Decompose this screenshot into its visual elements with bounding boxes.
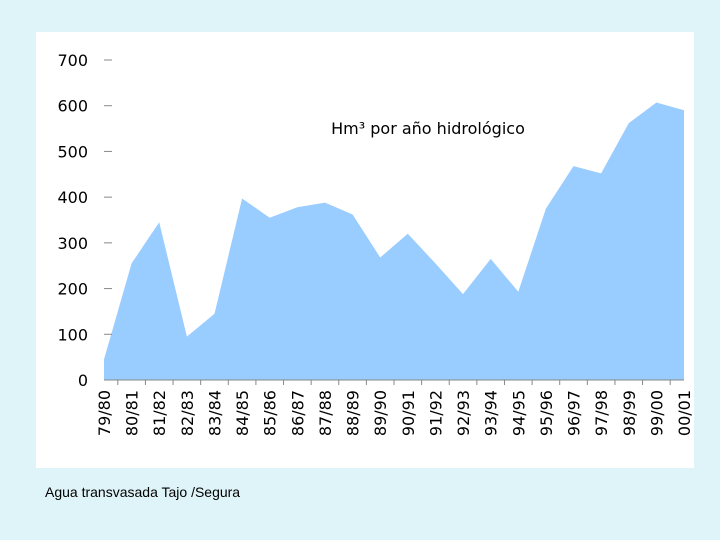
y-tick-label-600: 600	[57, 97, 88, 116]
x-tick-label-84/85: 84/85	[233, 390, 252, 436]
chart-panel: Hm³ por año hidrológico 0 100 200 300 400 500…	[36, 32, 694, 468]
x-tick-label-89/90: 89/90	[371, 390, 390, 436]
x-tick-label-82/83: 82/83	[178, 390, 197, 436]
x-tick-label-79/80: 79/80	[95, 390, 114, 436]
x-tick-label-85/86: 85/86	[261, 390, 280, 436]
x-tick-label-98/99: 98/99	[620, 390, 639, 436]
y-tick-label-200: 200	[57, 280, 88, 299]
y-tick-label-0: 0	[78, 371, 88, 390]
x-tick-label-81/82: 81/82	[150, 390, 169, 436]
x-tick-label-95/96: 95/96	[537, 390, 556, 436]
y-tick-label-400: 400	[57, 188, 88, 207]
x-tick-label-93/94: 93/94	[482, 390, 501, 436]
x-tick-label-90/91: 90/91	[399, 390, 418, 436]
x-tick-label-80/81: 80/81	[123, 390, 142, 436]
x-tick-label-87/88: 87/88	[316, 390, 335, 436]
y-tick-label-500: 500	[57, 142, 88, 161]
x-tick-label-91/92: 91/92	[426, 390, 445, 436]
x-tick-label-00/01: 00/01	[675, 390, 694, 436]
x-tick-label-99/00: 99/00	[647, 390, 666, 436]
chart-title: Hm³ por año hidrológico	[331, 119, 525, 138]
x-tick-label-96/97: 96/97	[565, 390, 584, 436]
chart-caption: Agua transvasada Tajo /Segura	[45, 484, 241, 500]
y-tick-label-700: 700	[57, 51, 88, 70]
y-tick-label-100: 100	[57, 325, 88, 344]
area-chart: Hm³ por año hidrológico 0 100 200 300 400 500…	[57, 51, 694, 436]
x-tick-label-86/87: 86/87	[288, 390, 307, 436]
series-area	[104, 102, 684, 380]
x-tick-label-94/95: 94/95	[509, 390, 528, 436]
x-tick-label-92/93: 92/93	[454, 390, 473, 436]
y-tick-label-300: 300	[57, 234, 88, 253]
x-tick-label-88/89: 88/89	[344, 390, 363, 436]
x-tick-label-83/84: 83/84	[205, 390, 224, 436]
x-tick-label-97/98: 97/98	[592, 390, 611, 436]
